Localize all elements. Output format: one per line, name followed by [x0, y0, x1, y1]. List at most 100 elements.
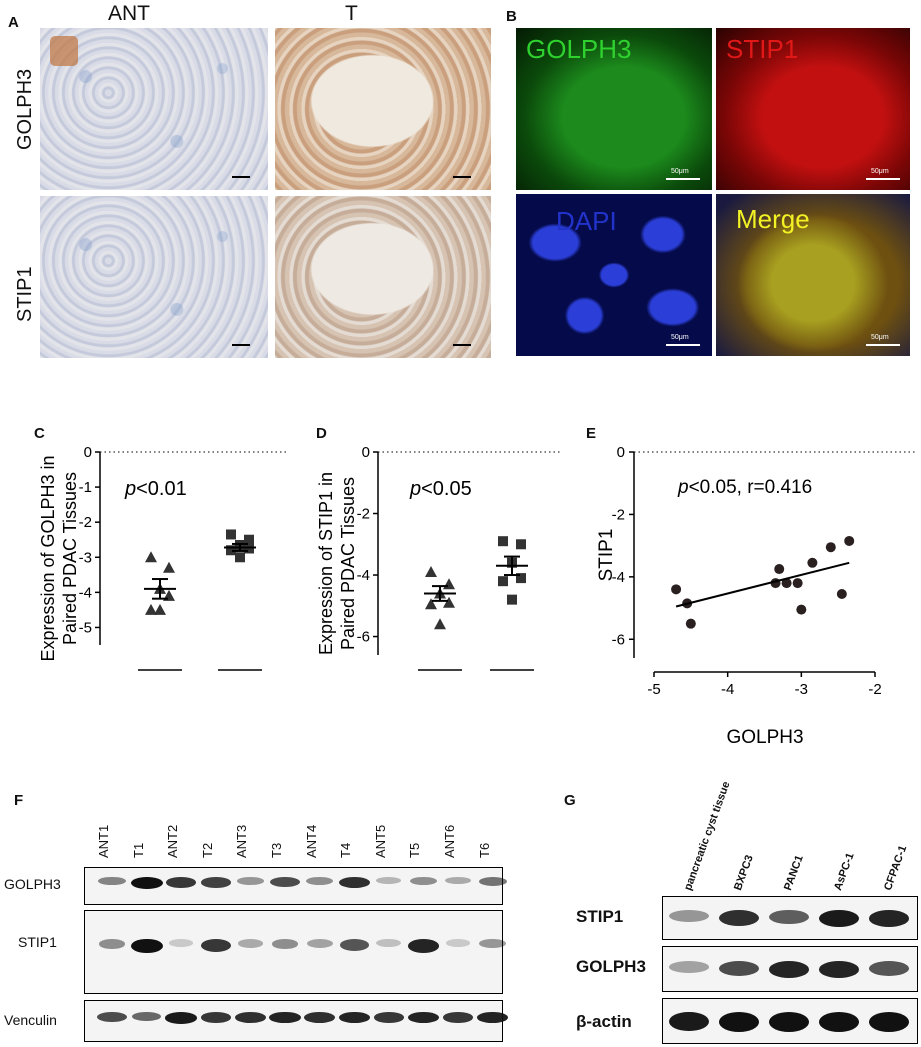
data-point: [781, 578, 792, 589]
wb-f-lane-label: T6: [476, 842, 492, 858]
wb-band: [237, 939, 264, 948]
y-tick-label: -3: [79, 549, 92, 566]
wb-band: [869, 910, 909, 927]
data-point: [807, 557, 818, 568]
panel-label-b: B: [506, 8, 517, 25]
wb-band: [479, 939, 506, 949]
data-point: [145, 551, 157, 563]
wb-band: [669, 961, 709, 973]
wb-band: [130, 939, 163, 954]
x-tick-label: -5: [647, 681, 660, 698]
y-tick-label: 0: [362, 444, 370, 461]
wb-band: [166, 877, 197, 888]
if-image-stip1: STIP1 50μm: [716, 28, 910, 190]
data-point: [425, 598, 437, 610]
ihc-image-stip1-ant: [40, 196, 268, 358]
data-point: [226, 545, 236, 556]
wb-band: [869, 961, 909, 976]
data-point: [774, 564, 785, 575]
wb-band: [445, 939, 471, 947]
wb-g-lane-label: BXPC3: [732, 853, 756, 893]
data-point: [498, 576, 508, 587]
wb-band: [339, 939, 369, 951]
if-label-merge: Merge: [736, 204, 810, 234]
ihc-row-golph3: GOLPH3: [14, 68, 36, 150]
wb-band: [169, 939, 194, 947]
data-point: [244, 534, 254, 545]
wb-band: [376, 877, 402, 884]
wb-f-lane-label: T3: [269, 842, 284, 858]
wb-f-blot-venculin: [84, 1000, 509, 1042]
data-point: [498, 536, 508, 547]
ihc-row-stip1: STIP1: [14, 266, 36, 322]
data-point: [163, 561, 175, 573]
x-tick-label: T: [507, 679, 516, 680]
y-axis-label-line2: Paired PDAC Tissues: [338, 477, 358, 650]
data-point: [507, 594, 517, 605]
if-scalebar-label: 50μm: [671, 334, 689, 341]
wb-band: [200, 939, 231, 952]
data-point: [235, 552, 245, 563]
data-point: [425, 565, 437, 577]
y-axis-label: STIP1: [596, 529, 617, 582]
x-tick-label: -4: [721, 681, 734, 698]
wb-band: [819, 910, 859, 928]
if-scalebar-label: 50μm: [871, 168, 889, 175]
regression-line: [675, 561, 850, 608]
if-label-dapi: DAPI: [556, 206, 617, 236]
chart-d-stip1: 0 -2 -4 -6 ANT Tp<0.05 Expression of STIP1 inP…: [316, 444, 560, 680]
y-tick-label: 0: [84, 444, 92, 461]
wb-band: [410, 877, 437, 886]
p-value: <0.05: [421, 478, 472, 500]
if-image-dapi: DAPI 50μm: [516, 194, 712, 356]
wb-f-row-stip1: STIP1: [18, 934, 57, 950]
wb-band: [445, 877, 471, 885]
x-tick-label: -2: [868, 681, 881, 698]
y-axis-label-line1: Expression of STIP1 in: [316, 472, 336, 655]
if-label-stip1: STIP1: [726, 34, 799, 64]
data-point: [516, 539, 526, 550]
wb-band: [97, 1012, 127, 1023]
x-tick-label: -3: [795, 681, 808, 698]
y-tick-label: -2: [79, 514, 92, 531]
wb-band: [271, 939, 299, 949]
data-point: [443, 578, 455, 590]
y-tick-label: 0: [617, 444, 625, 461]
wb-band: [442, 1012, 474, 1023]
ihc-column-t: T: [345, 2, 358, 25]
data-point: [516, 573, 526, 584]
data-point: [685, 618, 696, 629]
data-point: [796, 604, 807, 615]
wb-band: [407, 939, 439, 953]
wb-g-row-stip1: STIP1: [576, 907, 624, 926]
x-tick-label: ANT: [425, 679, 456, 680]
wb-f-lane-label: ANT2: [165, 824, 181, 858]
y-tick-label: -4: [612, 569, 625, 586]
wb-band: [769, 1012, 809, 1032]
wb-g-row-beta-actin: β-actin: [576, 1012, 632, 1031]
wb-band: [200, 1012, 231, 1023]
ihc-column-ant: ANT: [108, 2, 150, 25]
wb-band: [373, 1012, 404, 1023]
wb-band: [719, 1012, 759, 1032]
data-point: [434, 618, 446, 630]
wb-g-row-golph3: GOLPH3: [576, 957, 646, 976]
wb-band: [132, 1012, 161, 1022]
wb-f-lane-label: ANT1: [96, 824, 111, 858]
p-symbol: p: [677, 477, 689, 498]
p-value-annotation: p<0.01: [124, 478, 187, 500]
wb-g-blot-beta-actin: [662, 998, 918, 1044]
panel-label-d: D: [316, 425, 327, 442]
wb-band: [269, 1012, 301, 1024]
wb-f-row-venculin: Venculin: [4, 1012, 57, 1028]
y-axis-label-line2: Paired PDAC Tissues: [60, 472, 80, 645]
y-axis-label-line1: Expression of GOLPH3 in: [38, 455, 58, 661]
wb-f-row-golph3: GOLPH3: [4, 876, 61, 892]
wb-band: [235, 1012, 266, 1024]
panel-label-e: E: [586, 425, 597, 442]
if-scalebar-label: 50μm: [671, 168, 689, 175]
panel-label-a: A: [8, 14, 19, 31]
wb-band: [819, 1012, 859, 1032]
data-point: [825, 542, 836, 553]
data-point: [443, 596, 455, 608]
